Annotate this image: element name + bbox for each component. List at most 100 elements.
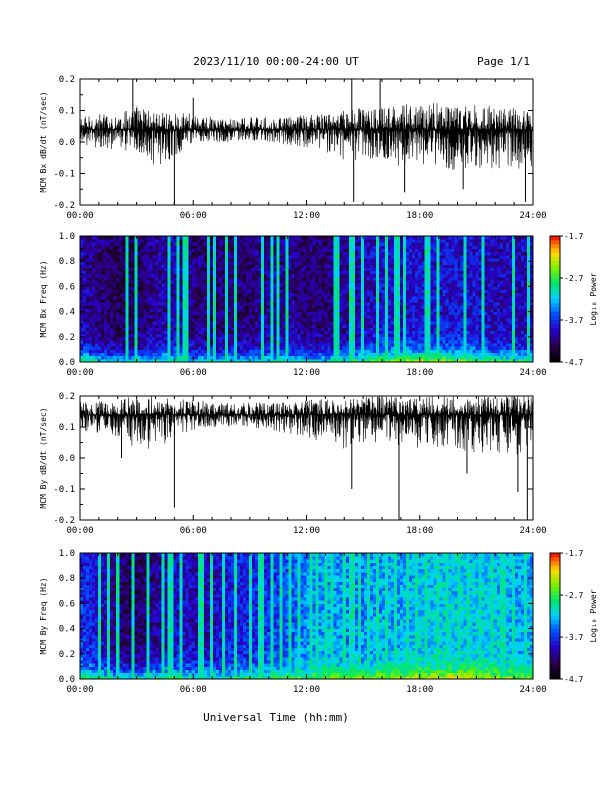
- spectrogram-cell: [406, 317, 410, 322]
- spectrogram-cell: [366, 355, 371, 360]
- spectrogram-cell: [137, 330, 141, 335]
- spectrogram-cell: [264, 349, 268, 353]
- spectrogram-cell: [231, 254, 235, 259]
- spectrogram-cell: [288, 317, 292, 322]
- spectrogram-cell: [394, 248, 398, 253]
- spectrogram-cell: [234, 324, 238, 328]
- spectrogram-cell: [110, 324, 114, 328]
- spectrogram-cell: [276, 239, 280, 243]
- spectrogram-cell: [324, 245, 329, 249]
- spectrogram-cell: [122, 302, 126, 306]
- spectrogram-cell: [415, 264, 419, 268]
- spectrogram-cell: [400, 305, 404, 309]
- spectrogram-cell: [333, 358, 338, 363]
- spectrogram-cell: [240, 327, 244, 331]
- spectrogram-cell: [176, 289, 181, 294]
- spectrogram-cell: [375, 333, 380, 338]
- spectrogram-cell: [312, 239, 316, 243]
- spectrogram-cell: [188, 236, 193, 240]
- spectrogram-cell: [315, 317, 319, 322]
- spectrogram-cell: [209, 299, 214, 303]
- spectrogram-cell: [212, 286, 217, 290]
- spectrogram-cell: [255, 346, 259, 350]
- spectrogram-cell: [146, 324, 150, 328]
- spectrogram-cell: [309, 295, 313, 300]
- spectrogram-cell: [279, 270, 283, 275]
- spectrogram-cell: [300, 321, 304, 325]
- spectrogram-cell: [164, 292, 168, 297]
- spectrogram-cell: [110, 267, 114, 272]
- spectrogram-cell: [448, 302, 452, 306]
- spectrogram-cell: [288, 299, 292, 303]
- spectrogram-cell: [209, 324, 214, 328]
- spectrogram-cell: [143, 245, 147, 249]
- spectrogram-cell: [330, 324, 335, 328]
- spectrogram-cell: [140, 270, 144, 275]
- spectrogram-cell: [243, 305, 247, 309]
- spectrogram-cell: [342, 267, 347, 272]
- spectrogram-cell: [306, 346, 310, 350]
- spectrogram-cell: [203, 299, 208, 303]
- spectrogram-cell: [300, 261, 304, 265]
- spectrogram-cell: [80, 286, 84, 290]
- spectrogram-cell: [137, 236, 141, 240]
- spectrogram-cell: [439, 327, 443, 331]
- spectrogram-cell: [200, 349, 205, 353]
- spectrogram-cell: [264, 321, 268, 325]
- spectrogram-cell: [188, 343, 193, 347]
- spectrogram-cell: [306, 239, 310, 243]
- spectrogram-cell: [436, 245, 440, 249]
- spectrogram-cell: [409, 317, 413, 322]
- spectrogram-cell: [424, 343, 428, 347]
- spectrogram-cell: [291, 273, 295, 278]
- spectrogram-cell: [261, 261, 265, 265]
- spectrogram-cell: [294, 339, 298, 344]
- spectrogram-cell: [288, 270, 292, 275]
- spectrogram-cell: [125, 245, 129, 249]
- spectrogram-cell: [155, 258, 159, 262]
- spectrogram-cell: [279, 314, 283, 319]
- spectrogram-cell: [125, 239, 129, 243]
- spectrogram-cell: [122, 245, 126, 249]
- spectrogram-cell: [330, 245, 335, 249]
- spectrogram-cell: [101, 327, 105, 331]
- spectrogram-cell: [354, 327, 359, 331]
- spectrogram-cell: [125, 346, 129, 350]
- spectrogram-cell: [273, 289, 277, 294]
- spectrogram-cell: [249, 254, 253, 259]
- spectrogram-cell: [403, 336, 407, 341]
- spectrogram-cell: [119, 308, 123, 312]
- spectrogram-cell: [252, 327, 256, 331]
- spectrogram-cell: [348, 327, 353, 331]
- spectrogram-cell: [264, 339, 268, 344]
- spectrogram-cell: [149, 321, 153, 325]
- spectrogram-cell: [430, 254, 434, 259]
- spectrogram-cell: [240, 267, 244, 272]
- spectrogram-cell: [333, 261, 338, 265]
- spectrogram-cell: [110, 248, 114, 253]
- spectrogram-cell: [318, 283, 322, 287]
- spectrogram-cell: [424, 346, 428, 350]
- spectrogram-cell: [270, 305, 274, 309]
- spectrogram-cell: [212, 321, 217, 325]
- spectrogram-cell: [403, 245, 407, 249]
- spectrogram-cell: [203, 314, 208, 319]
- spectrogram-cell: [412, 327, 416, 331]
- spectrogram-cell: [212, 258, 217, 262]
- spectrogram-cell: [140, 245, 144, 249]
- spectrogram-cell: [363, 292, 368, 297]
- spectrogram-cell: [375, 248, 380, 253]
- spectrogram-cell: [152, 339, 156, 344]
- spectrogram-cell: [366, 276, 371, 281]
- spectrogram-cell: [116, 280, 120, 284]
- spectrogram-cell: [303, 305, 307, 309]
- spectrogram-cell: [406, 245, 410, 249]
- spectrogram-cell: [197, 352, 202, 357]
- spectrogram-cell: [336, 264, 341, 268]
- spectrogram-cell: [80, 346, 84, 350]
- spectrogram-cell: [206, 330, 211, 335]
- spectrogram-cell: [218, 317, 223, 322]
- spectrogram-cell: [303, 264, 307, 268]
- spectrogram-cell: [276, 273, 280, 278]
